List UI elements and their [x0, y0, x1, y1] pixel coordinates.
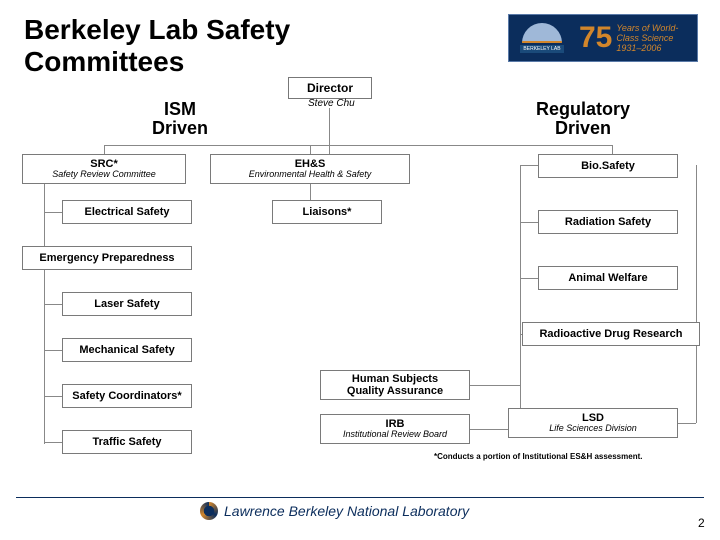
director-name: Steve Chu [308, 98, 355, 109]
connector [104, 145, 105, 154]
director-box: Director [288, 77, 372, 99]
footer-text: Lawrence Berkeley National Laboratory [224, 503, 469, 519]
connector [44, 396, 62, 397]
connector [612, 145, 613, 154]
connector [44, 304, 62, 305]
connector [44, 184, 45, 444]
connector [310, 184, 311, 200]
node-laser: Laser Safety [62, 292, 192, 316]
footnote: *Conducts a portion of Institutional ES&… [434, 452, 642, 461]
logo-75-number: 75 [579, 21, 612, 55]
connector [520, 278, 538, 279]
logo-lab-label: BERKELEY LAB [520, 45, 563, 53]
connector [44, 212, 62, 213]
title-line1: Berkeley Lab Safety [24, 14, 290, 45]
footer-divider [16, 497, 704, 498]
connector [520, 222, 538, 223]
node-humansubj: Human Subjects Quality Assurance [320, 370, 470, 400]
node-traffic: Traffic Safety [62, 430, 192, 454]
node-animal: Animal Welfare [538, 266, 678, 290]
lbnl-seal-icon [200, 502, 218, 520]
node-lsd: LSD Life Sciences Division [508, 408, 678, 438]
connector [104, 145, 612, 146]
connector [44, 442, 62, 443]
footer-logo: Lawrence Berkeley National Laboratory [200, 502, 469, 520]
connector [520, 165, 538, 166]
slide-title: Berkeley Lab Safety Committees [24, 14, 290, 78]
dome-icon [522, 23, 562, 43]
title-line2: Committees [24, 46, 184, 77]
node-biosafety: Bio.Safety [538, 154, 678, 178]
logo-tagline: Years of World-Class Science 1931–2006 [616, 23, 693, 53]
director-title: Director [307, 81, 353, 95]
node-radiodrug: Radioactive Drug Research [522, 322, 700, 346]
node-src: SRC* Safety Review Committee [22, 154, 186, 184]
node-electrical: Electrical Safety [62, 200, 192, 224]
regulatory-heading: Regulatory Driven [536, 100, 630, 138]
node-ehs: EH&S Environmental Health & Safety [210, 154, 410, 184]
berkeley-75-logo: BERKELEY LAB 75 Years of World-Class Sci… [508, 14, 698, 62]
node-emergency: Emergency Preparedness [22, 246, 192, 270]
node-irb: IRB Institutional Review Board [320, 414, 470, 444]
ism-heading: ISM Driven [152, 100, 208, 138]
connector [520, 165, 521, 423]
connector [310, 145, 311, 154]
connector [470, 385, 520, 386]
node-liaisons: Liaisons* [272, 200, 382, 224]
logo-dome-section: BERKELEY LAB [509, 15, 575, 61]
connector [44, 350, 62, 351]
node-mechanical: Mechanical Safety [62, 338, 192, 362]
logo-tagline-section: 75 Years of World-Class Science 1931–200… [575, 15, 697, 61]
connector [329, 108, 330, 154]
connector [678, 423, 696, 424]
node-coordinators: Safety Coordinators* [62, 384, 192, 408]
connector [696, 165, 697, 423]
slide-number: 2 [698, 516, 705, 530]
node-radiation: Radiation Safety [538, 210, 678, 234]
